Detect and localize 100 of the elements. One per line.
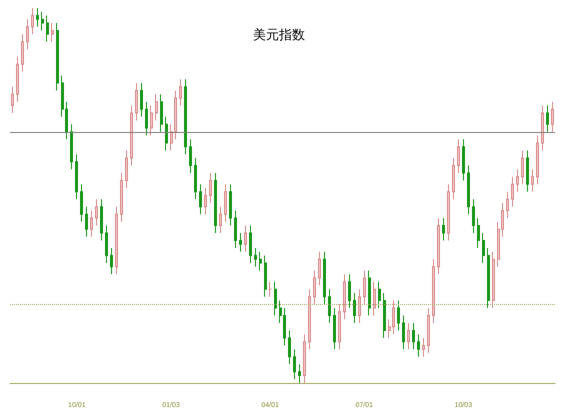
candlestick: [259, 251, 262, 271]
candlestick: [338, 304, 341, 350]
candlestick: [412, 322, 415, 350]
candlestick: [274, 281, 277, 316]
candlestick: [427, 308, 430, 354]
candlestick: [392, 300, 395, 335]
candlestick: [442, 218, 445, 241]
candlestick: [184, 78, 187, 155]
candlestick: [234, 210, 237, 248]
candlestick: [482, 232, 485, 264]
candlestick: [536, 135, 539, 185]
candlestick: [308, 288, 311, 350]
candlestick: [516, 168, 519, 192]
candlestick: [422, 338, 425, 358]
candlestick: [487, 248, 490, 308]
candlestick: [26, 18, 29, 50]
candlestick: [363, 270, 366, 305]
candlestick: [36, 8, 39, 28]
candlestick: [115, 206, 118, 275]
candlestick: [492, 251, 495, 308]
candlestick: [100, 198, 103, 241]
candlestick: [16, 56, 19, 102]
candlestick: [269, 281, 272, 298]
candlestick: [467, 165, 470, 215]
candlestick: [11, 86, 14, 114]
candlestick: [264, 255, 267, 298]
candlestick: [383, 292, 386, 338]
text: 美元指数: [253, 27, 305, 43]
candlestick: [140, 82, 143, 118]
candlestick: [21, 34, 24, 72]
candlestick: [358, 288, 361, 324]
candlestick: [402, 315, 405, 350]
candlestick: [130, 105, 133, 166]
candlestick: [56, 22, 59, 91]
candlestick: [551, 101, 554, 132]
candlestick: [125, 150, 128, 188]
candlestick: [348, 274, 351, 308]
candlestick: [526, 150, 529, 192]
candlestick: [179, 78, 182, 106]
candlestick: [437, 218, 440, 275]
candlestick: [447, 184, 450, 241]
candlestick: [288, 330, 291, 365]
candlestick: [214, 172, 217, 234]
candlestick: [373, 281, 376, 316]
candlestick: [531, 168, 534, 192]
candlestick: [368, 270, 371, 316]
candlestick: [145, 101, 148, 136]
candlestick: [313, 270, 316, 305]
candlestick: [199, 184, 202, 215]
candlestick: [204, 188, 207, 215]
candlestick: [85, 206, 88, 238]
candlestick: [135, 82, 138, 121]
candlestick: [105, 225, 108, 264]
candlestick: [328, 288, 331, 324]
candlestick: [378, 281, 381, 308]
candlestick: [80, 184, 83, 222]
candlestick: [432, 258, 435, 324]
candlestick: [293, 348, 296, 380]
candlestick: [546, 105, 549, 132]
candlestick: [506, 191, 509, 218]
candlestick: [333, 308, 336, 350]
candlestick: [541, 105, 544, 151]
candlestick: [521, 150, 524, 185]
candlestick: [511, 176, 514, 208]
candlestick: [417, 334, 420, 358]
candlestick: [51, 22, 54, 42]
candlestick: [462, 138, 465, 181]
candlestick: [31, 8, 34, 35]
candlestick: [452, 158, 455, 200]
candlestick: [224, 184, 227, 222]
candlestick: [397, 300, 400, 331]
candlestick: [209, 172, 212, 204]
candlestick: [189, 138, 192, 174]
candlestick: [194, 158, 197, 200]
candlestick: [110, 248, 113, 275]
candlestick: [70, 124, 73, 170]
candlestick: [165, 116, 168, 151]
candlestick: [477, 218, 480, 248]
candlestick: [244, 225, 247, 252]
candlestick: [318, 251, 321, 286]
candlestick: [254, 248, 257, 268]
candlestick: [120, 172, 123, 222]
candlestick: [303, 334, 306, 384]
candlestick: [219, 206, 222, 234]
candlestick: [229, 184, 232, 226]
candlestick: [90, 210, 93, 238]
candlestick: [75, 154, 78, 200]
candlestick: [150, 105, 153, 136]
candlestick: [41, 11, 44, 31]
candlestick: [249, 225, 252, 264]
candlestick: [343, 274, 346, 320]
candlestick: [239, 232, 242, 252]
candlestick: [46, 15, 49, 42]
candlestick: [323, 251, 326, 305]
candlestick: [155, 94, 158, 121]
candlestick: [472, 198, 475, 234]
candlestick: [457, 138, 460, 174]
candlestick: [407, 322, 410, 350]
candlestick: [298, 364, 301, 384]
candlestick: [353, 292, 356, 324]
